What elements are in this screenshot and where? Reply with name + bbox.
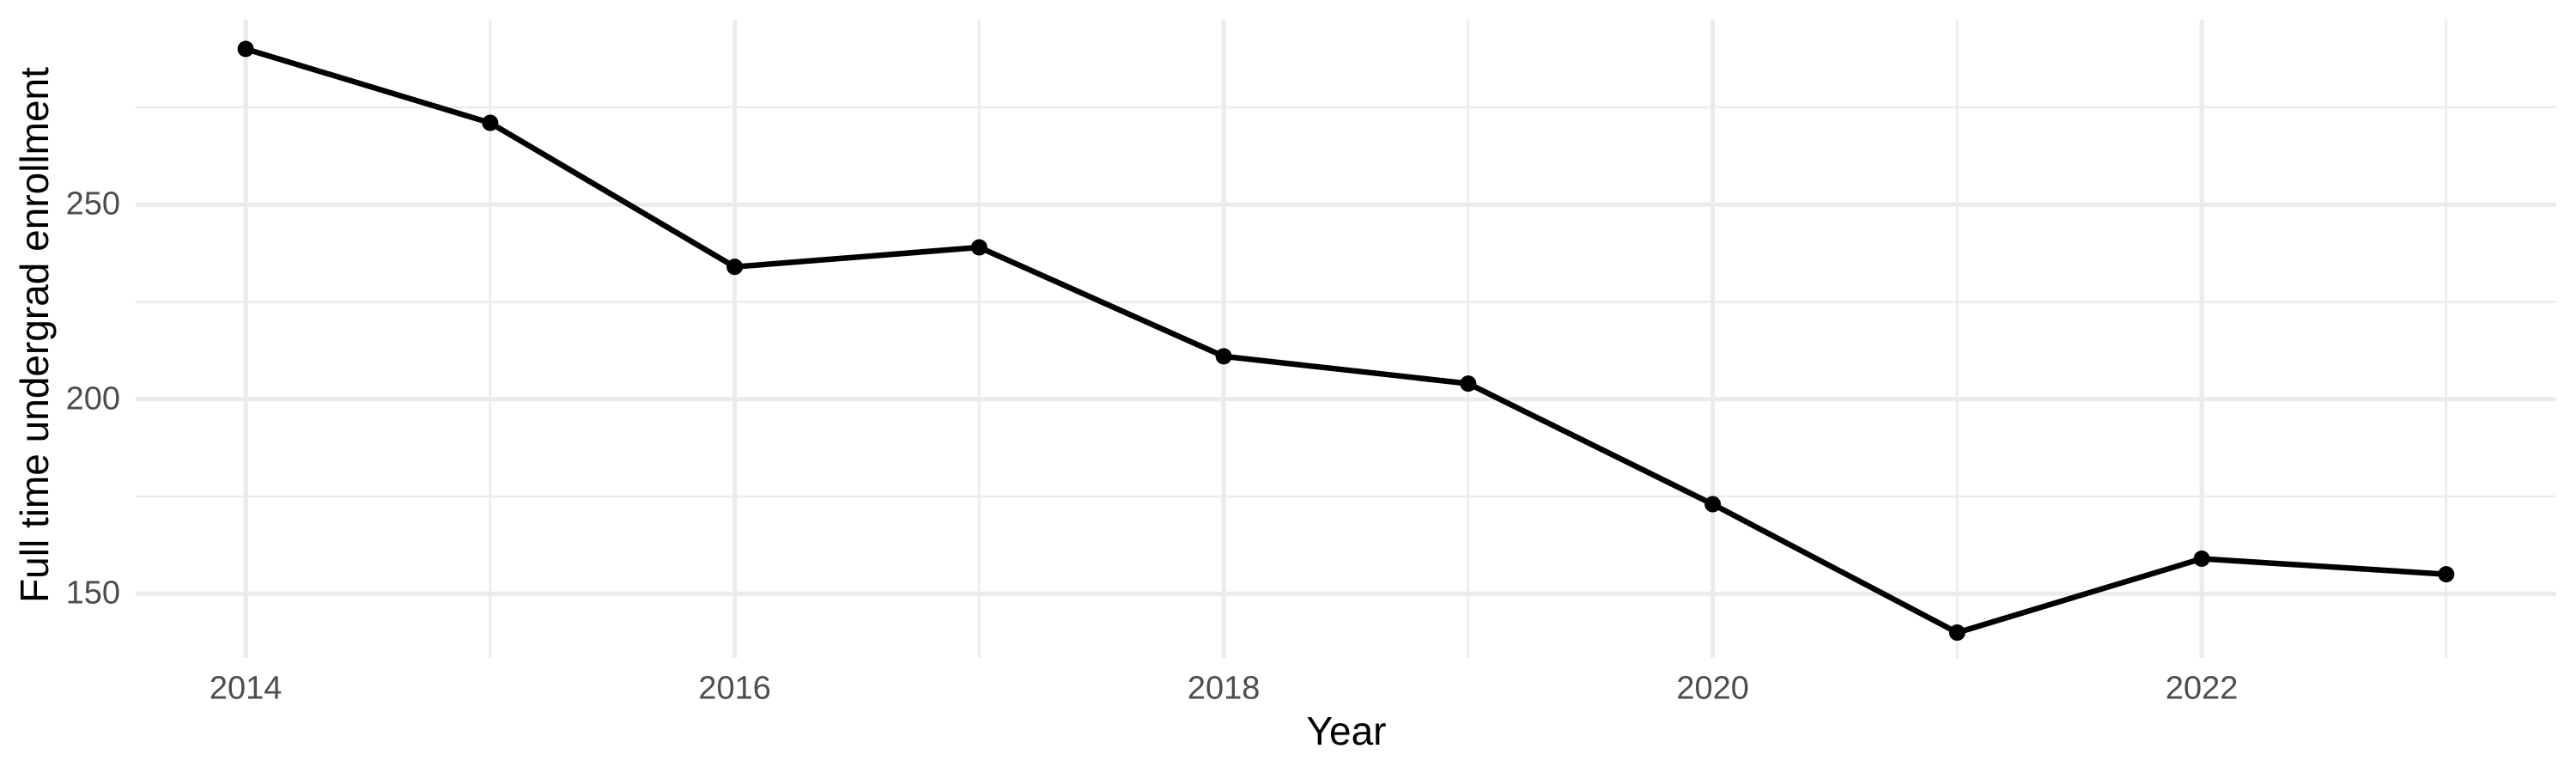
data-line — [245, 46, 2447, 636]
data-point — [1215, 348, 1232, 365]
x-tick-label: 2022 — [2165, 670, 2239, 707]
data-point — [970, 239, 987, 256]
data-point — [1704, 496, 1722, 513]
x-axis-title: Year — [1306, 709, 1387, 753]
y-tick-label: 200 — [65, 380, 120, 417]
y-axis-title: Full time undergrad enrollment — [12, 67, 57, 603]
data-point — [2193, 550, 2210, 567]
data-point — [1460, 375, 1477, 393]
y-tick-label: 150 — [65, 575, 120, 612]
data-point — [726, 259, 744, 276]
x-tick-label: 2014 — [209, 670, 283, 707]
data-point — [2438, 566, 2455, 583]
x-tick-label: 2016 — [698, 670, 771, 707]
y-tick-label: 250 — [65, 186, 120, 222]
x-tick-label: 2020 — [1676, 670, 1749, 707]
x-tick-label: 2018 — [1187, 670, 1261, 707]
data-point — [237, 40, 254, 58]
data-point — [1948, 624, 1965, 642]
data-point — [482, 114, 499, 131]
